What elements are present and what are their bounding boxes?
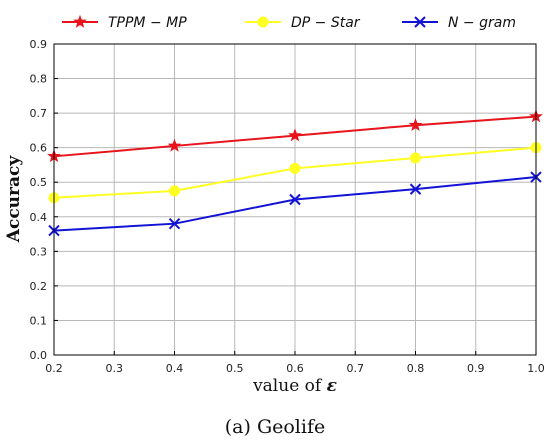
x-axis-label: value of ε <box>252 376 337 396</box>
data-point-x <box>409 183 422 195</box>
legend-item: N − gram <box>402 15 516 31</box>
y-tick-label: 0.9 <box>30 38 48 51</box>
legend: TPPM − MP DP − Star N − gram <box>62 14 516 31</box>
data-point-x-stroke <box>414 16 426 28</box>
data-point-circle <box>257 16 269 28</box>
x-tick-label: 0.7 <box>347 362 365 375</box>
plot-frame <box>53 43 537 356</box>
grid <box>53 43 537 356</box>
y-tick-label: 0.6 <box>30 142 48 155</box>
legend-label: TPPM − MP <box>108 15 187 31</box>
legend-label: DP − Star <box>291 15 361 31</box>
y-tick-label: 0.7 <box>30 107 48 120</box>
legend-item: DP − Star <box>245 15 361 31</box>
data-point-circle <box>289 162 301 174</box>
data-point-star <box>408 118 423 131</box>
caption-text: Geolife <box>251 416 325 438</box>
figure-caption: (a) Geolife <box>225 416 326 438</box>
x-tick-label: 0.5 <box>226 362 244 375</box>
y-axis-ticks: 0.0 0.1 0.2 0.3 0.4 0.5 0.6 0.7 0.8 0.9 <box>30 38 58 362</box>
data-point-star <box>167 138 182 152</box>
data-point-circle <box>410 152 421 164</box>
y-tick-label: 0.5 <box>30 176 48 189</box>
x-axis-label-symbol: ε <box>327 376 337 396</box>
data-point-x-stroke <box>289 193 301 206</box>
y-tick-label: 0.0 <box>30 349 48 362</box>
data-point-star <box>73 14 87 28</box>
x-axis-label-prefix: value of <box>252 376 327 396</box>
y-tick-label: 0.4 <box>30 211 48 224</box>
data-point-x-stroke <box>409 183 422 195</box>
legend-label: N − gram <box>448 15 516 31</box>
data-point-x-stroke <box>168 217 181 230</box>
legend-item: TPPM − MP <box>62 14 187 31</box>
data-point-x <box>289 193 301 206</box>
x-axis-ticks: 0.2 0.3 0.4 0.5 0.6 0.7 0.8 0.9 1.0 <box>45 351 545 375</box>
x-tick-label: 0.4 <box>166 362 184 375</box>
y-tick-label: 0.8 <box>30 73 48 86</box>
x-tick-label: 0.8 <box>407 362 425 375</box>
y-axis-label: Accuracy <box>4 155 24 244</box>
x-tick-label: 0.6 <box>286 362 304 375</box>
data-point-star <box>288 128 302 142</box>
data-point-x <box>414 16 426 28</box>
data-point-x <box>168 217 181 230</box>
x-tick-label: 0.9 <box>467 362 485 375</box>
x-tick-label: 0.3 <box>106 362 124 375</box>
y-tick-label: 0.2 <box>30 280 48 293</box>
x-tick-label: 1.0 <box>527 362 545 375</box>
y-tick-label: 0.3 <box>30 245 48 258</box>
series-2 <box>48 142 542 204</box>
caption-label: (a) <box>225 416 251 438</box>
x-tick-label: 0.2 <box>45 362 63 375</box>
data-point-circle <box>169 185 180 197</box>
y-tick-label: 0.1 <box>30 314 48 327</box>
